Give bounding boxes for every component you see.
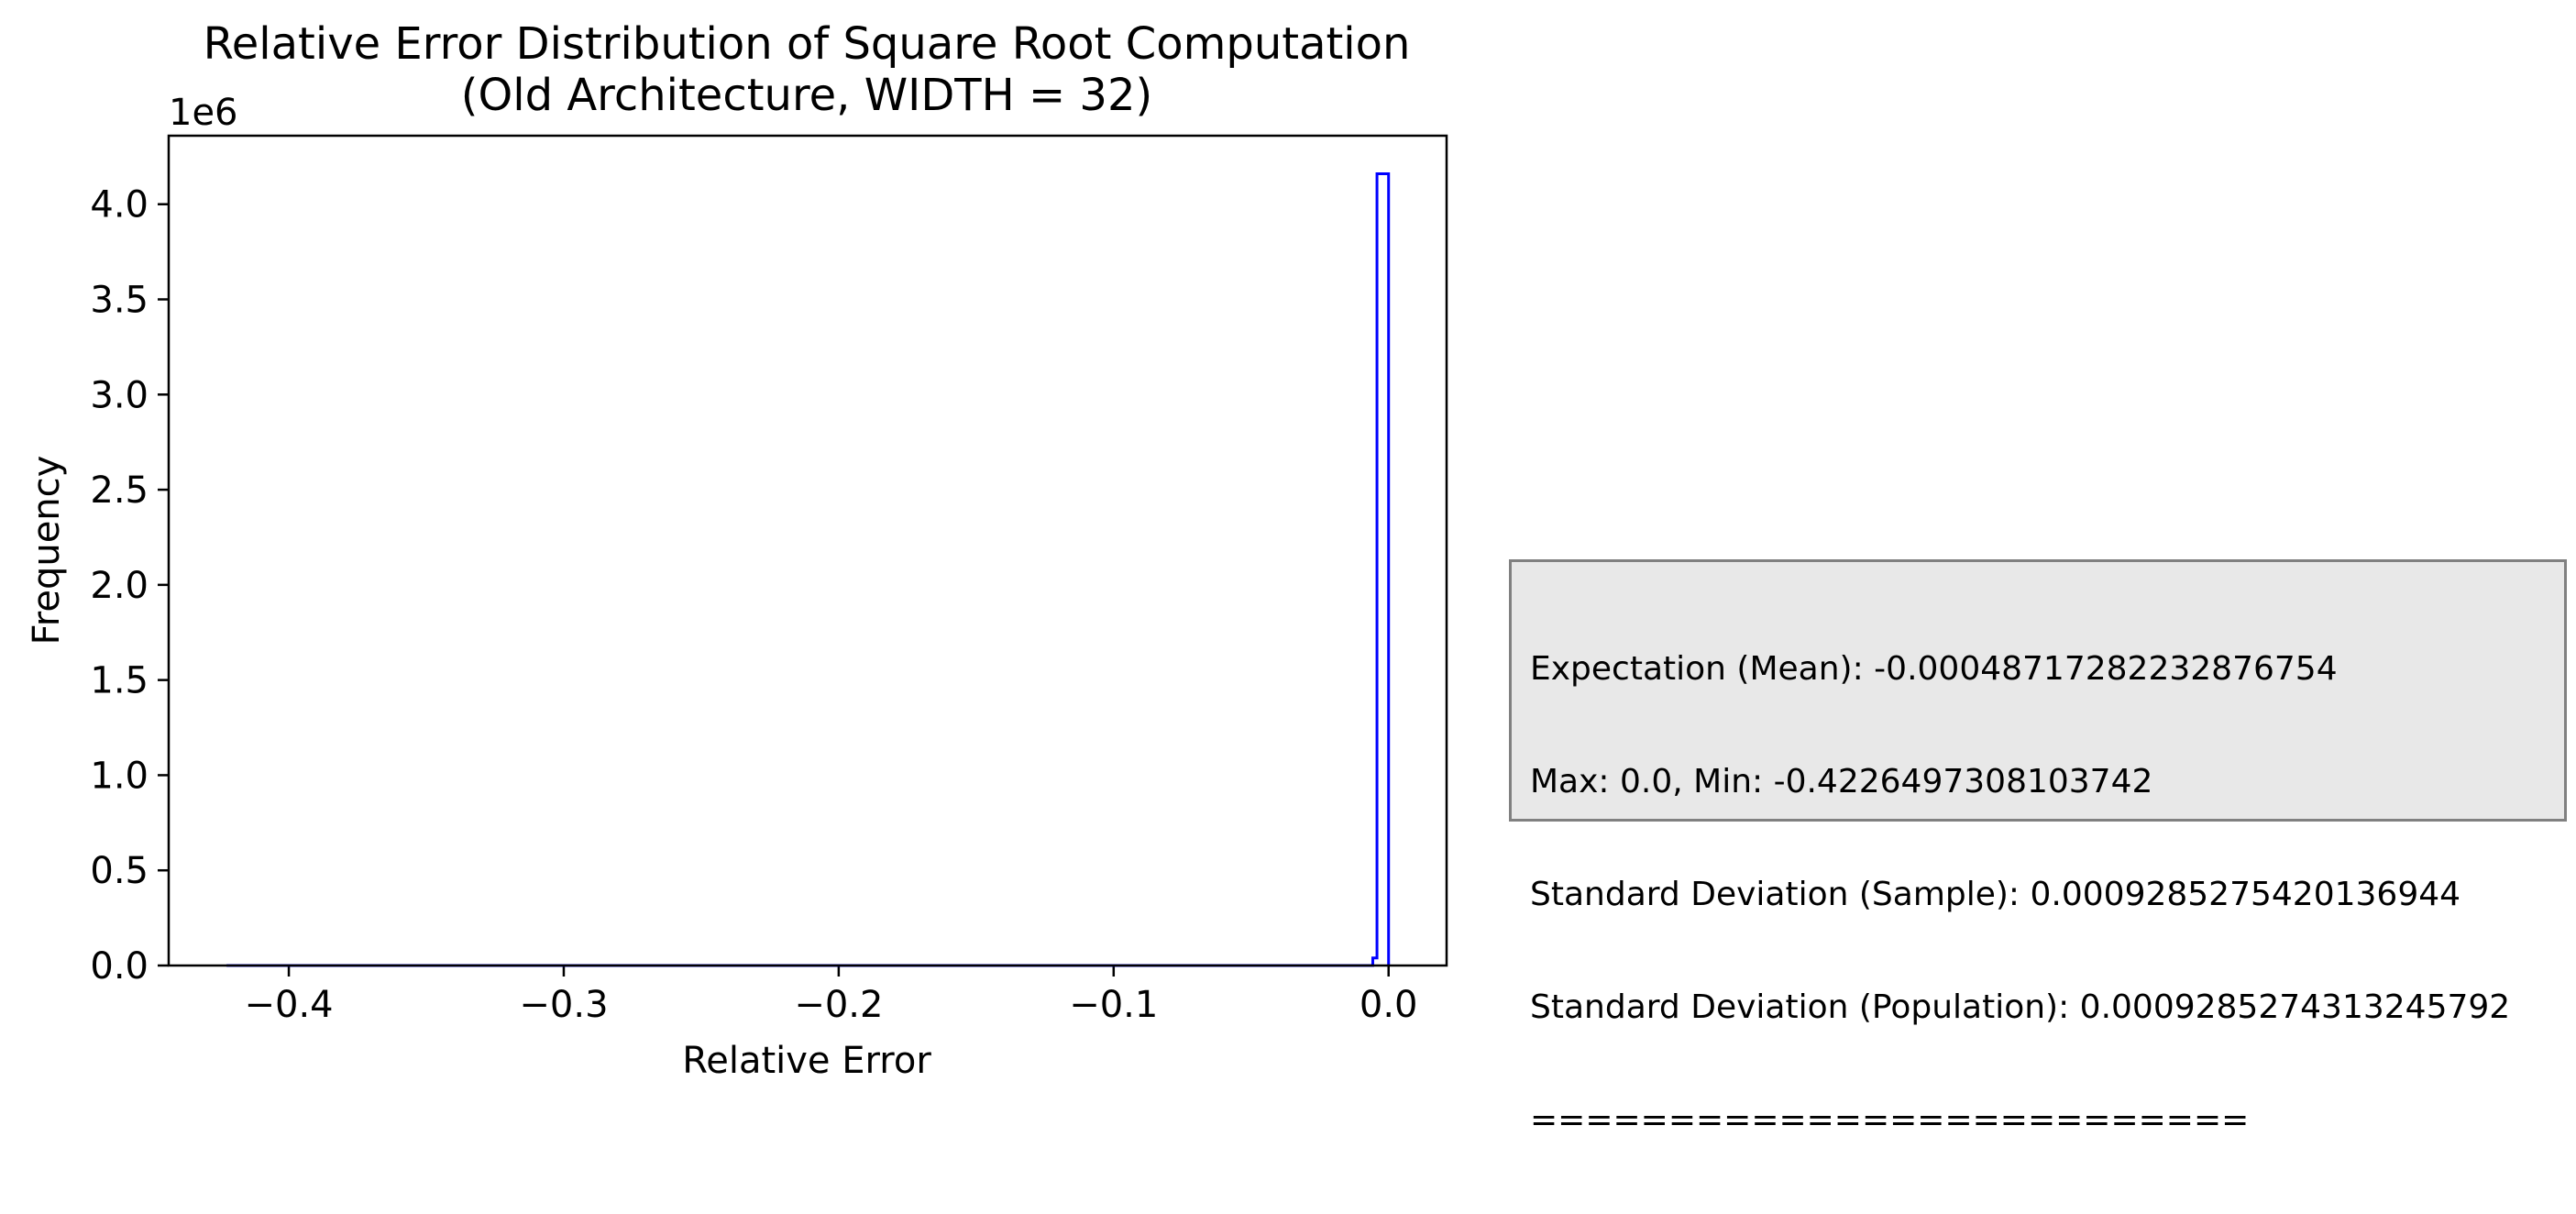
chart-title-line-2: (Old Architecture, WIDTH = 32)	[461, 70, 1152, 121]
x-axis-label: Relative Error	[682, 1040, 931, 1082]
x-tick-label: −0.4	[244, 984, 333, 1026]
y-tick-label: 2.0	[90, 565, 149, 607]
stat-separator: ==========================	[1530, 1101, 2250, 1139]
y-tick-label: 3.0	[90, 374, 149, 416]
histogram-chart: Relative Error Distribution of Square Ro…	[26, 18, 1448, 1082]
y-tick-label: 3.5	[90, 280, 149, 322]
y-tick-label: 1.5	[90, 660, 149, 702]
y-axis-label: Frequency	[26, 456, 68, 646]
x-tick-label: −0.3	[519, 984, 608, 1026]
x-tick-label: 0.0	[1360, 984, 1418, 1026]
statistics-box: Expectation (Mean): -0.00048717282232876…	[1509, 559, 2567, 1139]
y-tick-label: 2.5	[90, 469, 149, 512]
histogram-step-outline	[226, 172, 1391, 967]
x-tick-label: −0.2	[794, 984, 883, 1026]
y-tick-label: 0.5	[90, 850, 149, 892]
y-tick-label: 0.0	[90, 945, 149, 988]
chart-title-line-1: Relative Error Distribution of Square Ro…	[204, 18, 1411, 70]
stat-mean: Expectation (Mean): -0.00048717282232876…	[1530, 650, 2338, 688]
plot-area-frame	[167, 134, 1448, 967]
stat-std-population: Standard Deviation (Population): 0.00092…	[1530, 988, 2511, 1026]
stat-max-min: Max: 0.0, Min: -0.4226497308103742	[1530, 763, 2153, 800]
y-tick-label: 1.0	[90, 755, 149, 797]
y-tick-label: 4.0	[90, 184, 149, 226]
y-offset-label: 1e6	[169, 92, 238, 134]
stat-std-sample: Standard Deviation (Sample): 0.000928527…	[1530, 876, 2461, 913]
x-tick-label: −0.1	[1069, 984, 1158, 1026]
